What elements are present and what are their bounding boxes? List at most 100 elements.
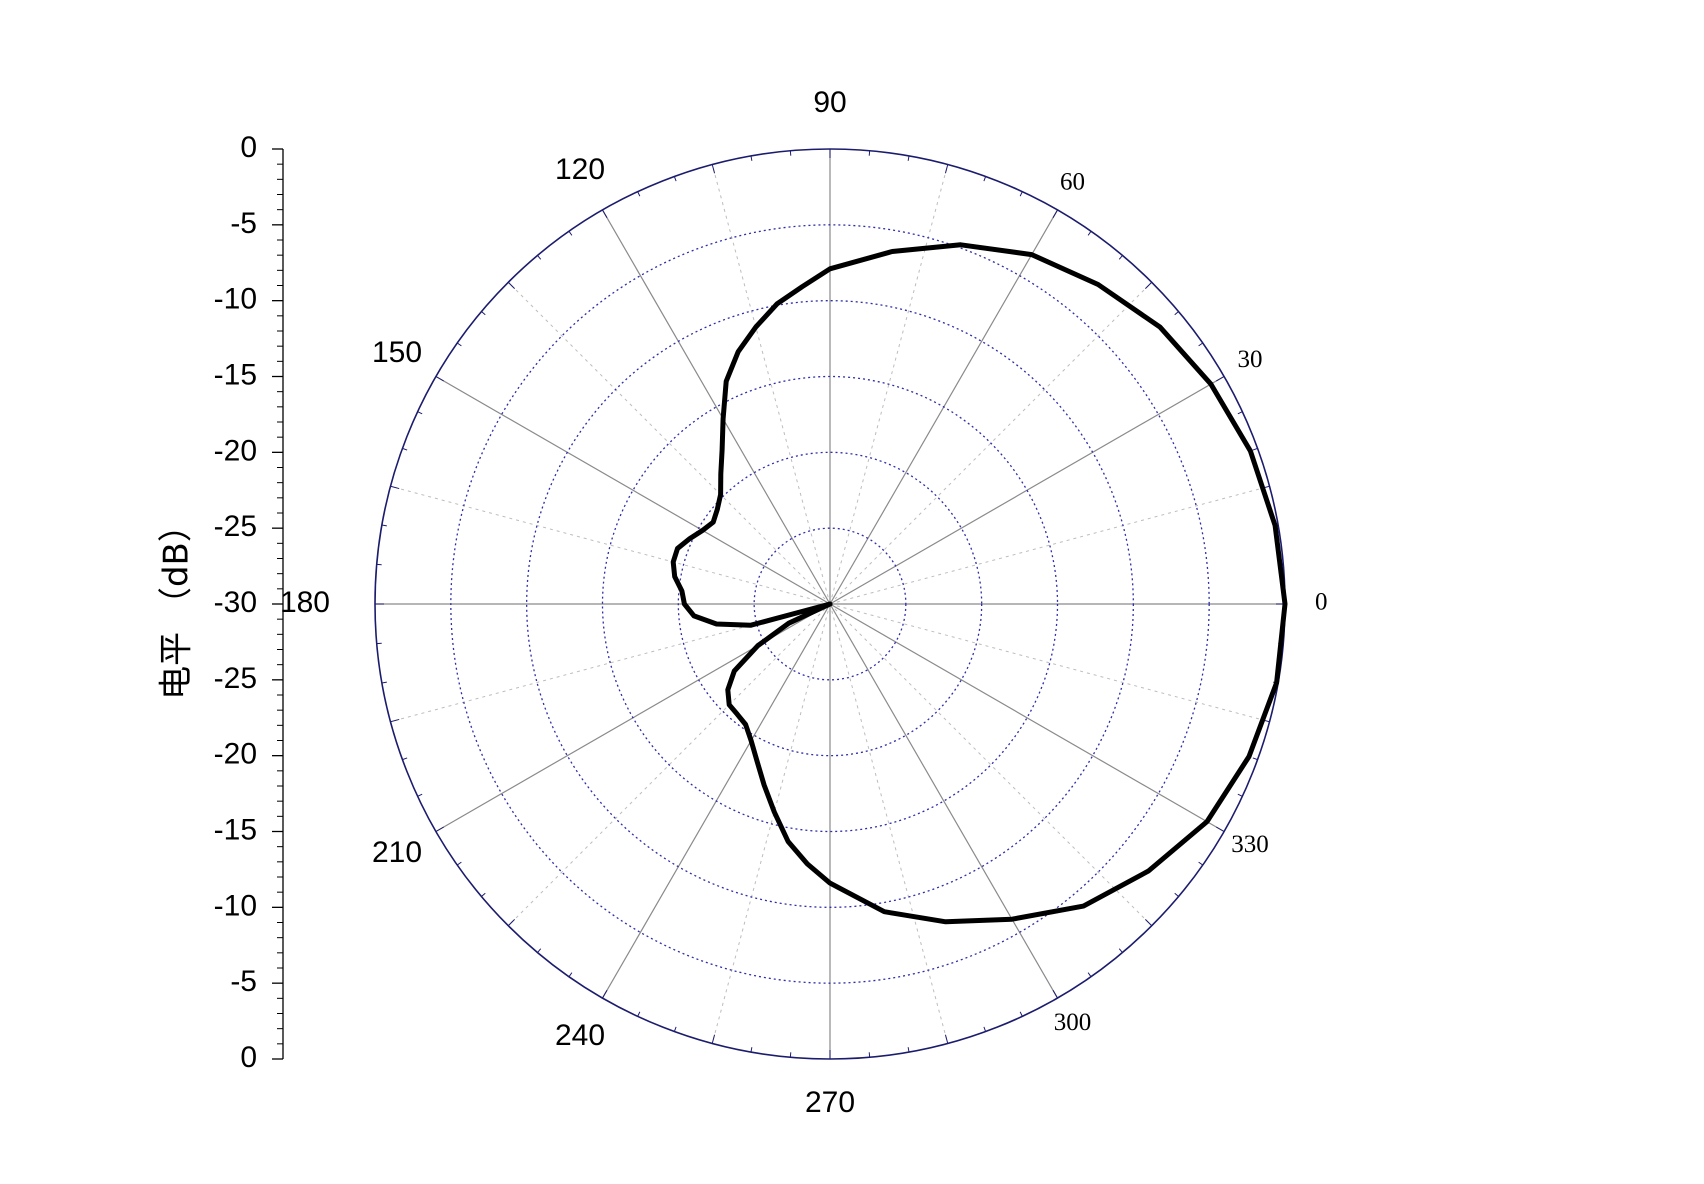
angle-tick-330	[1215, 826, 1225, 832]
radial-tick-label: -10	[214, 889, 257, 922]
angle-tick-55	[1087, 230, 1092, 236]
angle-tick-label-270: 270	[805, 1086, 855, 1119]
major-spoke-300	[829, 603, 1059, 999]
angle-tick-45	[1145, 281, 1153, 289]
radial-tick-label: -10	[214, 283, 257, 316]
angle-tick-145	[456, 342, 462, 347]
radial-tick-label: -15	[214, 813, 257, 846]
angle-tick-label-210: 210	[372, 836, 422, 869]
angle-tick-110	[673, 176, 677, 182]
angle-tick-30	[1215, 376, 1225, 382]
angle-tick-310	[1118, 948, 1123, 953]
minor-spoke-135	[507, 281, 831, 605]
angle-tick-295	[1019, 1011, 1023, 1017]
angle-tick-160	[402, 447, 408, 451]
angle-tick-230	[537, 948, 542, 953]
angle-tick-20	[1252, 447, 1258, 451]
ring--10	[526, 300, 1134, 908]
major-spoke-120	[601, 209, 831, 605]
angle-tick-50	[1118, 255, 1123, 260]
angle-tick-label-330: 330	[1231, 831, 1269, 858]
minor-spoke-345	[829, 603, 1270, 723]
ring--5	[450, 224, 1210, 984]
angle-tick-120	[602, 209, 608, 219]
radial-tick-label: -30	[214, 586, 257, 619]
angle-tick-285	[944, 1034, 949, 1044]
angle-tick-label-90: 90	[813, 86, 846, 119]
angle-tick-135	[507, 281, 515, 289]
angle-tick-150	[435, 376, 445, 382]
minor-spoke-225	[507, 603, 831, 927]
angle-labels: 0 30 60 90 120 150 180 210 240 270 300 330	[280, 86, 1328, 1119]
angle-tick-220	[481, 892, 486, 897]
angle-tick-80	[907, 155, 910, 161]
angle-tick-255	[711, 1034, 716, 1044]
angle-tick-75	[944, 164, 949, 174]
angle-tick-60	[1052, 209, 1058, 219]
angle-tick-label-240: 240	[555, 1019, 605, 1052]
angle-tick-105	[711, 164, 716, 174]
angle-tick-165	[390, 485, 400, 490]
angle-tick-label-150: 150	[372, 336, 422, 369]
angle-tick-35	[1198, 342, 1204, 347]
angle-tick-40	[1174, 311, 1179, 316]
radial-tick-label: -25	[214, 510, 257, 543]
angle-tick-260	[750, 1047, 753, 1053]
angle-tick-140	[481, 311, 486, 316]
angle-tick-195	[390, 718, 400, 723]
angle-tick-155	[417, 411, 423, 415]
angle-tick-315	[1145, 919, 1153, 927]
minor-spoke-105	[711, 164, 831, 605]
angle-tick-225	[507, 919, 515, 927]
angle-tick-210	[435, 826, 445, 832]
radial-tick-label: -25	[214, 662, 257, 695]
angle-tick-190	[381, 681, 387, 684]
angle-tick-130	[537, 255, 542, 260]
radial-axis: 0 -5 -10 -15 -20 -25 -30 -25 -20 -15 -10 -5 0	[214, 131, 284, 1074]
angle-tick-300	[1052, 989, 1058, 999]
angle-tick-235	[568, 972, 573, 978]
angle-tick-label-120: 120	[555, 153, 605, 186]
angle-tick-label-30: 30	[1238, 346, 1263, 373]
angle-tick-65	[1019, 191, 1023, 197]
radial-tick-label: -5	[230, 207, 257, 240]
angle-tick-label-180: 180	[280, 586, 330, 619]
minor-spoke-15	[829, 485, 1270, 605]
radial-tick-label: 0	[240, 1041, 257, 1074]
radial-tick-label: -20	[214, 738, 257, 771]
major-spoke-150	[435, 375, 831, 605]
angle-tick-320	[1174, 892, 1179, 897]
radial-tick-label: 0	[240, 131, 257, 164]
angle-tick-215	[456, 861, 462, 866]
angle-tick-280	[907, 1047, 910, 1053]
major-spoke-30	[829, 375, 1225, 605]
angle-tick-70	[983, 176, 987, 182]
series-line-0	[670, 242, 1288, 925]
angle-tick-label-300: 300	[1054, 1009, 1092, 1036]
minor-spoke-255	[711, 603, 831, 1044]
angle-tick-335	[1237, 793, 1243, 797]
angle-tick-125	[568, 230, 573, 236]
angle-tick-label-60: 60	[1060, 169, 1085, 196]
radial-tick-label: -5	[230, 965, 257, 998]
series-layer	[670, 242, 1288, 925]
angle-tick-115	[637, 191, 641, 197]
angle-tick-340	[1252, 757, 1258, 761]
ring--15	[601, 375, 1059, 833]
angle-tick-label-0: 0	[1315, 589, 1328, 616]
angle-tick-100	[750, 155, 753, 161]
ring--20	[677, 451, 983, 757]
major-spoke-330	[829, 603, 1225, 833]
angle-tick-290	[983, 1026, 987, 1032]
angle-tick-200	[402, 757, 408, 761]
angle-tick-325	[1198, 861, 1204, 866]
angle-tick-305	[1087, 972, 1092, 978]
radial-tick-label: -20	[214, 434, 257, 467]
angle-tick-25	[1237, 411, 1243, 415]
angle-tick-240	[602, 989, 608, 999]
angle-tick-205	[417, 793, 423, 797]
radial-tick-label: -15	[214, 358, 257, 391]
ring--25	[753, 527, 907, 681]
angle-tick-170	[381, 524, 387, 527]
